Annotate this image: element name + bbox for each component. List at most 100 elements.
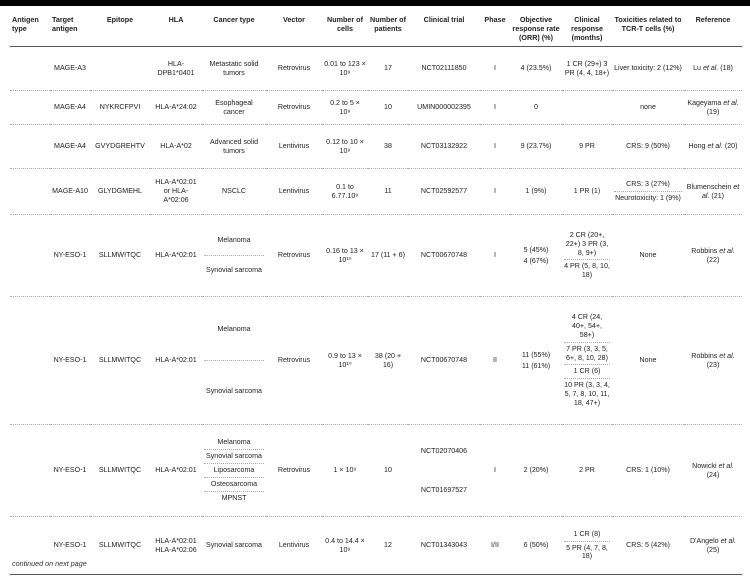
vector-cell: Lentivirus [266, 124, 322, 169]
toxicity-cell: none [612, 90, 684, 125]
response-cell: 2 PR [562, 424, 612, 517]
ref-num: (20) [722, 142, 738, 151]
toxicity-cell: None [612, 296, 684, 425]
col-header: Phase [480, 8, 510, 47]
hla-cell: HLA-A*02:01 [150, 424, 202, 517]
trial-cell: UMIN000002395 [408, 90, 480, 125]
reference-cell: Nowicki et al. (24) [684, 424, 742, 517]
ref-etal: et al. [719, 246, 735, 255]
patients-cell: 10 [368, 90, 408, 125]
antigen-type-cell [10, 424, 50, 517]
table-page: Antigen type Target antigen Epitope HLA … [10, 8, 742, 575]
orr-cell: 6 (50%) [510, 516, 562, 575]
ref-etal: et al. [719, 351, 735, 360]
col-header: Vector [266, 8, 322, 47]
response-cell: 1 CR (29+) 3 PR (4, 4, 18+) [562, 46, 612, 91]
orr-cell: 4 (23.5%) [510, 46, 562, 91]
tcr-trials-table: Antigen type Target antigen Epitope HLA … [10, 8, 742, 575]
cancer-liposarcoma: Liposarcoma [204, 463, 264, 477]
antigen-type-cell [10, 90, 50, 125]
response-pr: 5 PR (4, 7, 8, 18) [564, 540, 610, 564]
cancer-osteosarcoma: Osteosarcoma [204, 476, 264, 491]
antigen-type-cell [10, 516, 50, 575]
response-melanoma-pr: 7 PR (3, 3, 5, 6+, 8, 10, 28) [564, 341, 610, 365]
ref-num: (25) [706, 545, 720, 554]
orr-cell: 2 (20%) [510, 424, 562, 517]
col-header: Number of patients [368, 8, 408, 47]
response-synovial: 4 PR (5, 8, 10, 18) [564, 259, 610, 282]
phase-cell: II [480, 296, 510, 425]
cells-cell: 0.1 to 6.77.10⁹ [322, 168, 368, 215]
cancer-synovial: Synovial sarcoma [204, 449, 264, 463]
reference-cell: D'Angelo et al. (25) [684, 516, 742, 575]
table-row: MAGE-A10 GLYDGMEHL HLA-A*02:01 or HLA-A*… [10, 168, 742, 215]
trial-cell: NCT02592577 [408, 168, 480, 215]
cancer-melanoma: Melanoma [217, 236, 251, 245]
cells-cell: 0.4 to 14.4 × 10⁹ [322, 516, 368, 575]
col-header: Cancer type [202, 8, 266, 47]
epitope-cell: SLLMWITQC [90, 516, 150, 575]
ref-etal: et al. [707, 142, 723, 151]
vector-cell: Retrovirus [266, 424, 322, 517]
trial-cell: NCT00670748 [408, 296, 480, 425]
cancer-type-cell: Advanced solid tumors [202, 124, 266, 169]
header-row: Antigen type Target antigen Epitope HLA … [10, 8, 742, 47]
patients-cell: 12 [368, 516, 408, 575]
ref-author: D'Angelo [690, 536, 721, 545]
target-antigen-cell: NY-ESO-1 [50, 214, 90, 297]
phase-cell: I/II [480, 516, 510, 575]
reference-cell: Kageyama et al. (19) [684, 90, 742, 125]
ref-author: Robbins [691, 246, 720, 255]
phase-cell: I [480, 424, 510, 517]
response-cell [562, 90, 612, 125]
phase-cell: I [480, 46, 510, 91]
patients-cell: 17 [368, 46, 408, 91]
trial-cell: NCT02111850 [408, 46, 480, 91]
orr-cell: 11 (55%) 11 (61%) [510, 296, 562, 425]
ref-etal: et al. [702, 64, 719, 73]
epitope-cell: SLLMWITQC [90, 424, 150, 517]
col-header: Objective response rate (ORR) (%) [510, 8, 562, 47]
epitope-cell: NYKRCFPVI [90, 90, 150, 125]
ref-num: (19) [706, 107, 720, 116]
epitope-cell: SLLMWITQC [90, 214, 150, 297]
phase-cell: I [480, 124, 510, 169]
target-antigen-cell: NY-ESO-1 [50, 296, 90, 425]
table-row: NY-ESO-1 SLLMWITQC HLA-A*02:01 HLA-A*02:… [10, 516, 742, 575]
table-row: MAGE-A4 NYKRCFPVI HLA-A*24:02 Esophageal… [10, 90, 742, 125]
ref-etal: et al. [718, 461, 734, 470]
patients-cell: 10 [368, 424, 408, 517]
table-row: NY-ESO-1 SLLMWITQC HLA-A*02:01 Melanoma S… [10, 214, 742, 297]
ref-etal: et al. [701, 182, 740, 200]
reference-cell: Robbins et al. (23) [684, 296, 742, 425]
toxicity-cell: CRS: 5 (42%) [612, 516, 684, 575]
response-melanoma: 2 CR (20+, 22+) 3 PR (3, 8, 9+) [565, 230, 609, 257]
antigen-type-cell [10, 214, 50, 297]
cancer-melanoma: Melanoma [217, 325, 251, 334]
cancer-type-cell: Esophageal cancer [202, 90, 266, 125]
hla-cell: HLA-A*02 [150, 124, 202, 169]
cancer-mpnst: MPNST [204, 490, 264, 505]
toxicity-cell: None [612, 214, 684, 297]
trial-2: NCT01697527 [420, 485, 468, 494]
response-melanoma-cr: 4 CR (24, 40+, 54+, 58+) [571, 313, 603, 339]
cancer-synovial: Synovial sarcoma [204, 255, 264, 277]
ref-num: (23) [706, 360, 720, 369]
trial-cell: NCT03132922 [408, 124, 480, 169]
target-antigen-cell: MAGE-A3 [50, 46, 90, 91]
orr-cell: 9 (23.7%) [510, 124, 562, 169]
antigen-type-cell [10, 124, 50, 169]
hla-cell: HLA-A*02:01 HLA-A*02:06 [150, 516, 202, 575]
ref-author: Nowicki [692, 461, 719, 470]
reference-cell: Lu et al. (18) [684, 46, 742, 91]
phase-cell: I [480, 214, 510, 297]
response-cell: 2 CR (20+, 22+) 3 PR (3, 8, 9+) 4 PR (5, … [562, 214, 612, 297]
toxicity-cell: Liver toxicity: 2 (12%) [612, 46, 684, 91]
patients-cell: 38 (20 + 16) [368, 296, 408, 425]
ref-author: Kageyama [687, 98, 724, 107]
cancer-type-cell: Synovial sarcoma [202, 516, 266, 575]
table-row: NY-ESO-1 SLLMWITQC HLA-A*02:01 Melanoma S… [10, 296, 742, 425]
cancer-type-cell: Melanoma Synovial sarcoma [202, 214, 266, 297]
epitope-cell [90, 46, 150, 91]
toxicity-cell: CRS: 3 (27%) Neurotoxicity: 1 (9%) [612, 168, 684, 215]
